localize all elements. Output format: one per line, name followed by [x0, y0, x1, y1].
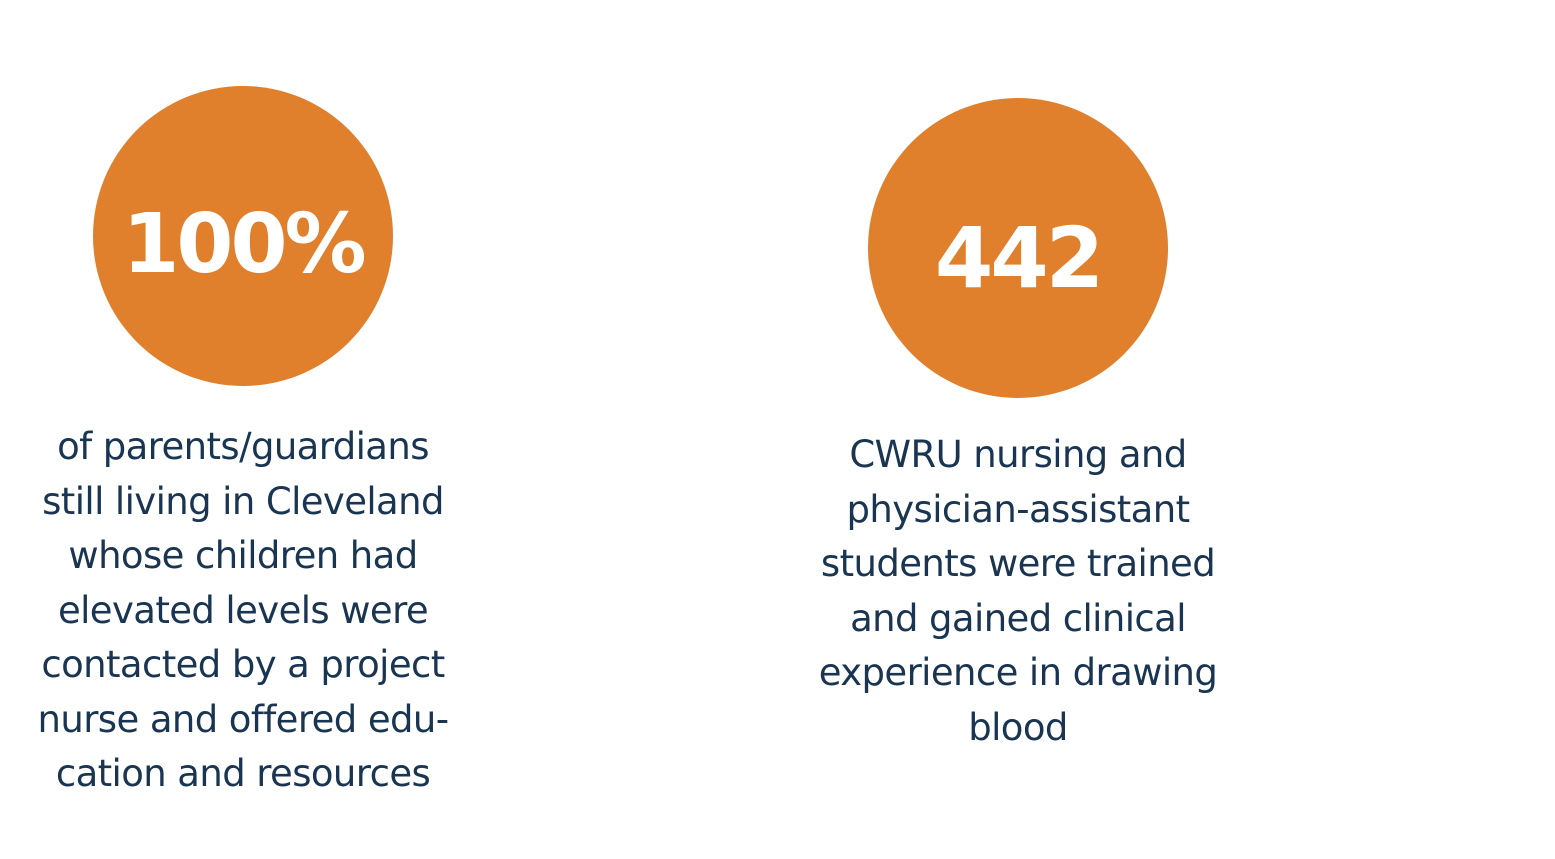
stat-students-trained: 442 CWRU nursing and physician-assistant… [780, 98, 1256, 755]
stat-value: 100% [122, 197, 366, 292]
stat-value: 442 [934, 209, 1104, 307]
stat-circle: 442 [868, 98, 1168, 398]
stat-parents-contacted: 100% of parents/guardians still living i… [0, 86, 486, 802]
stat-description: CWRU nursing and physician-assistant stu… [818, 433, 1218, 749]
stat-circle: 100% [93, 86, 393, 386]
stat-description: of parents/guardians still living in Cle… [37, 425, 450, 795]
